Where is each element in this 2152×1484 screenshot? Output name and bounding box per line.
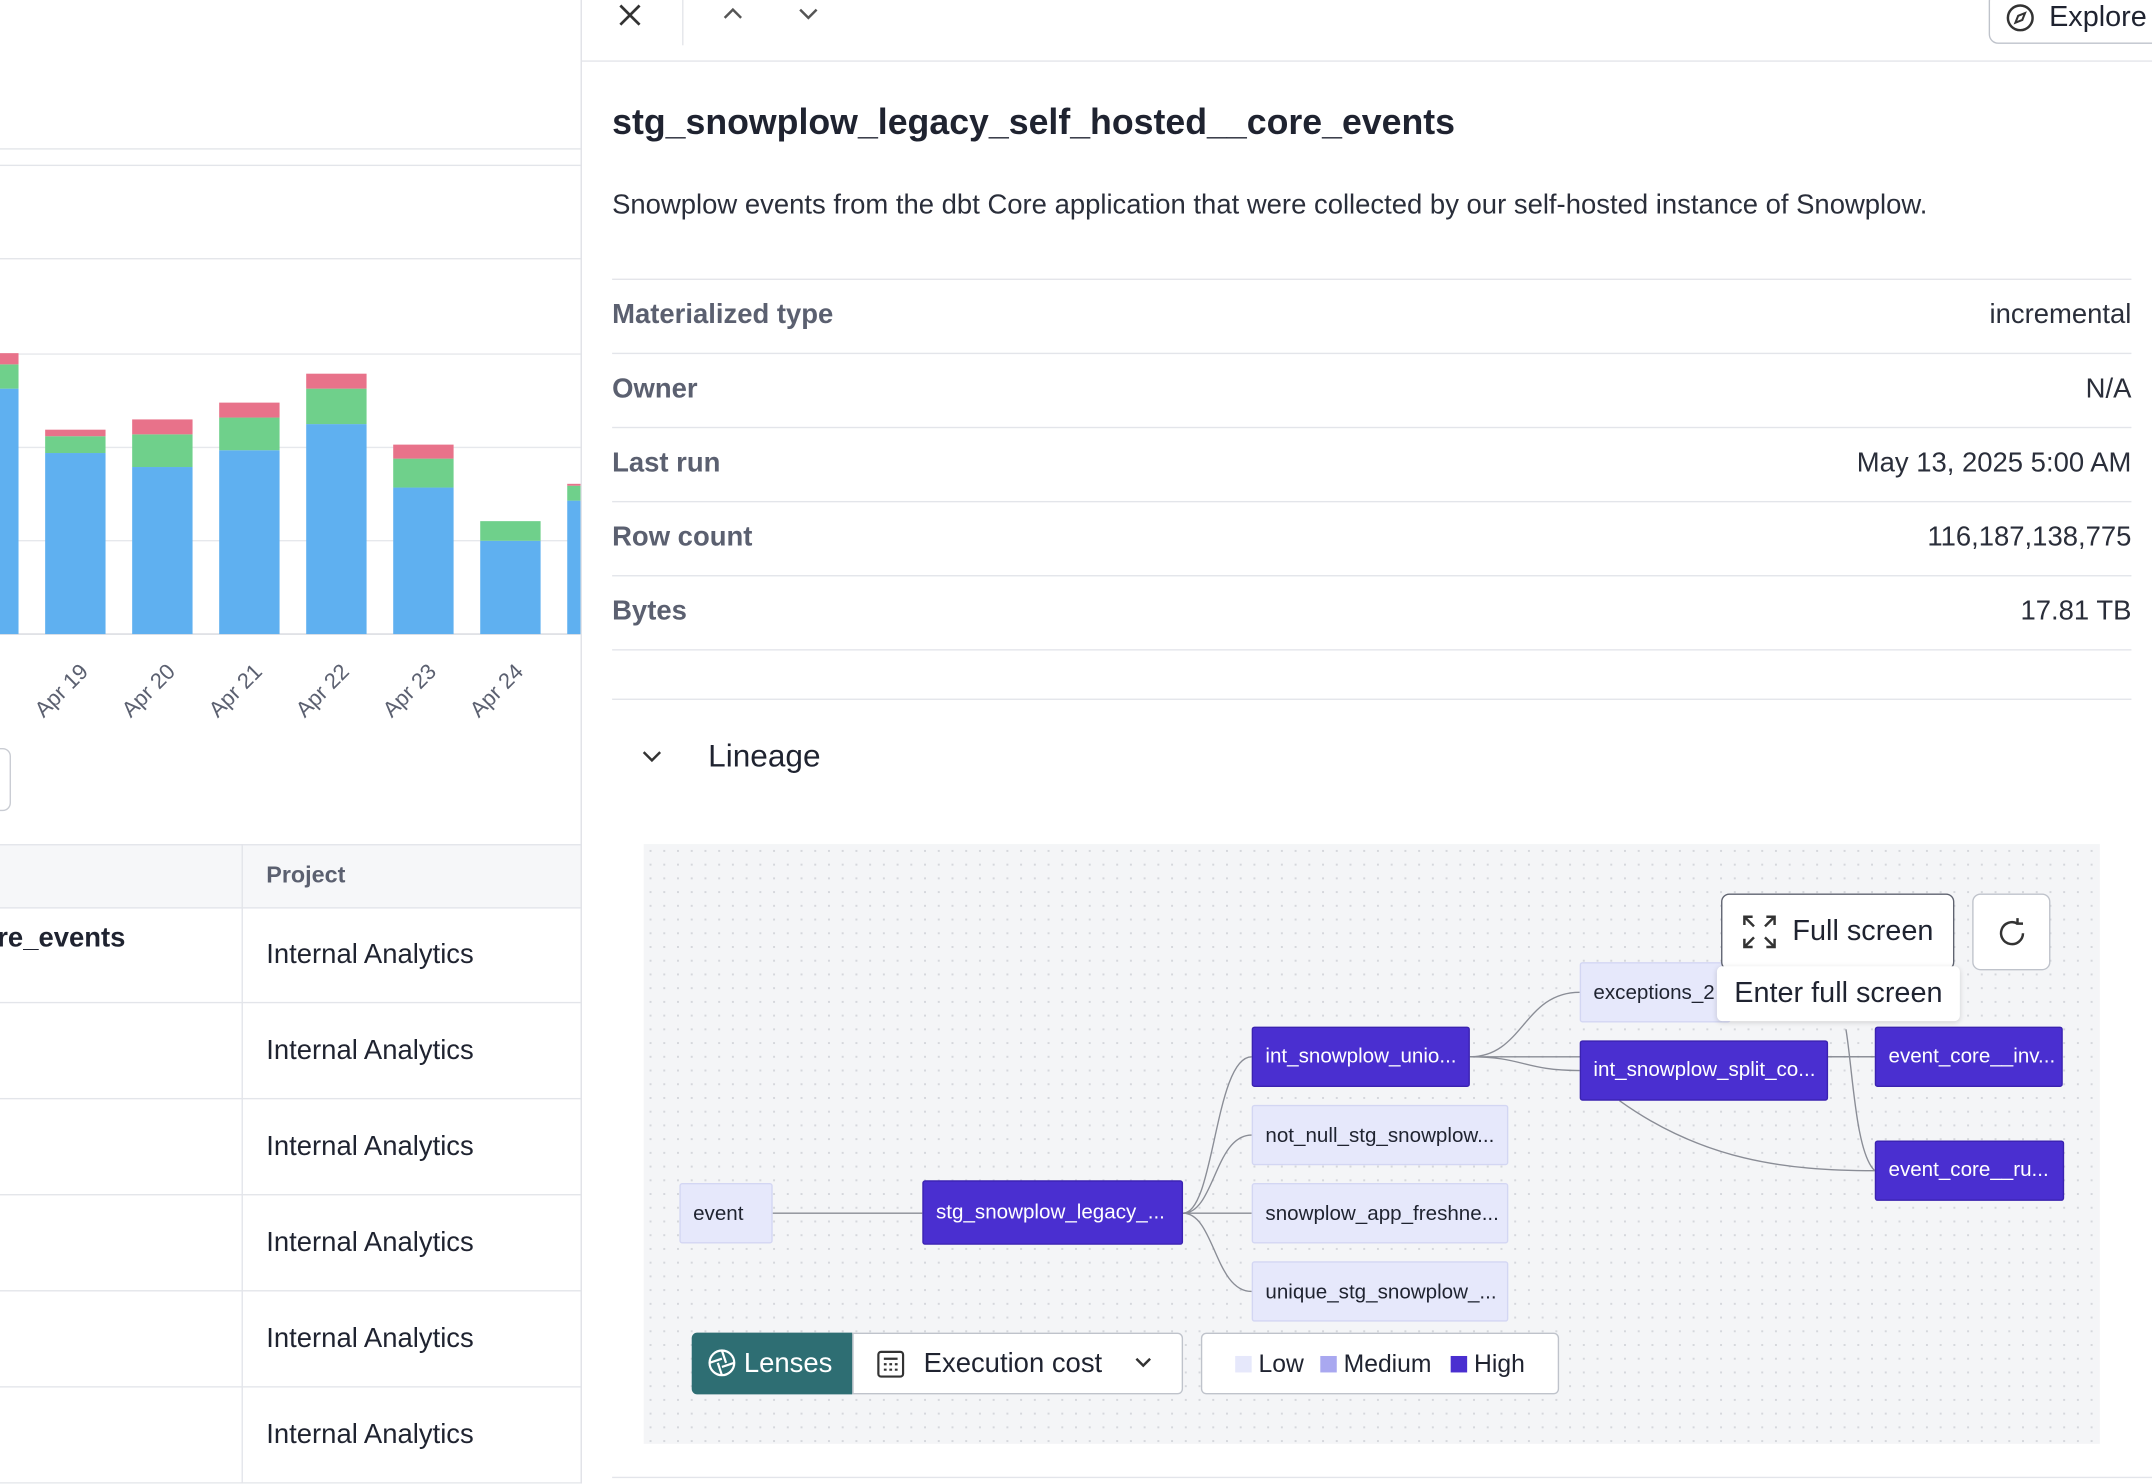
bar-segment — [393, 487, 454, 635]
section-title: Lineage — [708, 737, 821, 774]
row-divider — [0, 1001, 581, 1004]
bar-segment — [306, 388, 367, 425]
legend-label: Low — [1258, 1349, 1304, 1378]
property-value: 116,187,138,775 — [1927, 522, 2132, 553]
property-label: Last run — [612, 448, 721, 479]
bar-segment — [306, 424, 367, 635]
row-divider — [0, 1097, 581, 1100]
bar-segment — [132, 434, 193, 468]
property-value: 17.81 TB — [2020, 596, 2132, 627]
bar-segment — [393, 458, 454, 488]
bar-segment — [567, 485, 581, 501]
select-label: Execution cost — [923, 1348, 1103, 1379]
divider — [612, 278, 2132, 280]
divider — [612, 575, 2132, 577]
property-label: Materialized type — [612, 299, 834, 331]
property-value: May 13, 2025 5:00 AM — [1856, 448, 2132, 479]
property-label: Bytes — [612, 596, 687, 627]
refresh-button[interactable] — [1972, 893, 2051, 971]
property-value: N/A — [2085, 373, 2132, 405]
button-label: Explore — [2049, 1, 2147, 33]
button-label: Lenses — [743, 1348, 833, 1379]
lineage-node[interactable]: event_core__inv... — [1874, 1026, 2063, 1087]
description: Snowplow events from the dbt Core applic… — [612, 190, 1928, 221]
legend-label: Medium — [1343, 1349, 1432, 1378]
lineage-node[interactable]: stg_snowplow_legacy_... — [922, 1180, 1184, 1245]
previous-button[interactable] — [722, 4, 744, 23]
row-divider — [0, 1482, 581, 1484]
table-cell: Internal Analytics — [266, 1419, 474, 1450]
lineage-node[interactable]: event_core__ru... — [1874, 1140, 2065, 1201]
row-divider — [0, 1194, 581, 1196]
lineage-node[interactable]: event — [679, 1183, 773, 1244]
table-cell: Internal Analytics — [266, 1227, 474, 1258]
next-button[interactable] — [797, 4, 819, 23]
legend-swatch — [1450, 1355, 1468, 1373]
bar-segment — [567, 500, 581, 635]
bar-segment — [132, 419, 193, 435]
bar-segment — [219, 417, 280, 451]
lineage-node[interactable]: unique_stg_snowplow_... — [1251, 1261, 1509, 1322]
full-screen-button[interactable]: Full screen — [1721, 893, 1955, 971]
bar-segment — [45, 436, 106, 454]
divider — [612, 649, 2132, 651]
legend-label: High — [1474, 1349, 1525, 1378]
lineage-node[interactable]: int_snowplow_split_co... — [1579, 1040, 1829, 1101]
bar-segment — [393, 444, 454, 459]
lineage-node[interactable]: int_snowplow_unio... — [1251, 1026, 1470, 1087]
bar-segment — [219, 450, 280, 635]
bar-segment — [0, 388, 19, 635]
bar-segment — [306, 373, 367, 389]
title: stg_snowplow_legacy_self_hosted__core_ev… — [612, 100, 1456, 143]
bar-segment — [45, 429, 106, 437]
row-divider — [0, 1290, 581, 1292]
table-cell: Internal Analytics — [266, 939, 474, 970]
bar-segment — [45, 453, 106, 635]
divider — [612, 352, 2132, 355]
tooltip: Enter full screen — [1716, 966, 1960, 1022]
legend-swatch — [1235, 1355, 1252, 1373]
bar-segment — [480, 540, 541, 635]
bar-segment — [0, 364, 19, 389]
left-panel: Apr 19 Apr 20 Apr 21 Apr 22 Apr 23 Apr 24 Apr … — [0, 0, 581, 1484]
button-label: Full screen — [1792, 915, 1934, 947]
row-divider — [0, 1386, 581, 1388]
explore-button[interactable]: Explore — [1988, 0, 2152, 44]
bar-segment — [0, 353, 19, 365]
lenses-button[interactable]: Lenses — [691, 1332, 853, 1395]
lineage-node[interactable]: not_null_stg_snowplow... — [1251, 1104, 1509, 1166]
divider — [612, 426, 2132, 429]
collapse-button[interactable] — [641, 747, 663, 766]
lineage-node[interactable]: snowplow_app_freshne... — [1251, 1183, 1509, 1244]
property-label: Owner — [612, 373, 698, 405]
bar-segment — [480, 521, 541, 541]
lens-select[interactable]: Execution cost — [852, 1332, 1184, 1395]
x-tick-label: Apr — [573, 659, 580, 701]
legend-swatch — [1320, 1355, 1337, 1373]
chart: Apr 19 Apr 20 Apr 21 Apr 22 Apr 23 Apr 24 Apr — [0, 353, 581, 722]
bar-segment — [132, 467, 193, 635]
close-button[interactable] — [616, 1, 643, 28]
bar-segment — [219, 402, 280, 418]
row-name: re_events — [0, 922, 126, 954]
property-label: Row count — [612, 522, 753, 553]
table-cell: Internal Analytics — [266, 1323, 474, 1354]
table-header — [0, 844, 581, 909]
property-value: incremental — [1989, 299, 2132, 331]
divider — [612, 500, 2132, 503]
column-header: Project — [266, 861, 346, 888]
table-cell: Internal Analytics — [266, 1035, 474, 1066]
legend: Low Medium High — [1200, 1332, 1560, 1395]
bar-segment — [567, 483, 581, 486]
table-cell: Internal Analytics — [266, 1131, 474, 1162]
lineage-node[interactable]: exceptions_2 — [1579, 962, 1731, 1023]
button[interactable] — [0, 747, 11, 812]
